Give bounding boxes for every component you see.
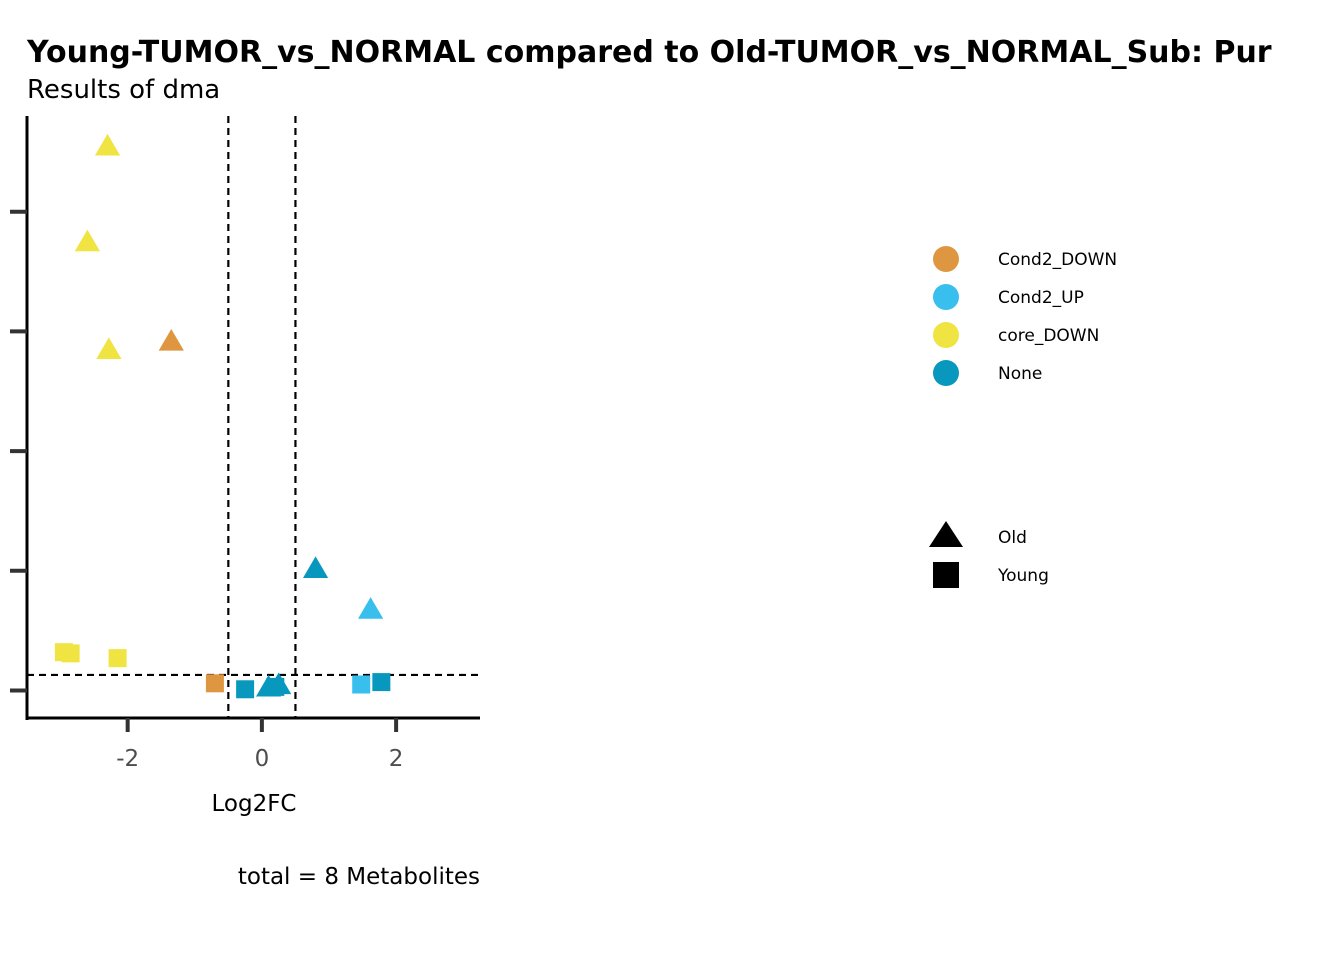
chart-title: Young-TUMOR_vs_NORMAL compared to Old-TU… <box>26 35 1272 70</box>
legend-key-none <box>933 360 959 386</box>
point-young-none <box>372 673 391 692</box>
legend-label: None <box>998 364 1042 384</box>
point-old-cond2_down <box>158 329 184 351</box>
point-old-core_down <box>94 133 121 156</box>
x-tick-label: -2 <box>116 746 139 772</box>
legend-label: Cond2_DOWN <box>998 250 1117 270</box>
plot-panel: -2 0 2 <box>10 116 480 772</box>
legend: Cond2_DOWN Cond2_UP core_DOWN None Old Young <box>929 246 1117 588</box>
legend-key-cond2_up <box>933 284 959 310</box>
legend-label: core_DOWN <box>998 326 1099 346</box>
legend-key-old <box>929 521 963 547</box>
point-old-cond2_up <box>358 597 384 619</box>
point-old-none <box>302 556 329 578</box>
legend-label: Old <box>998 528 1027 548</box>
point-young-cond2_up <box>352 675 371 694</box>
legend-label: Young <box>997 566 1049 586</box>
x-axis-label: Log2FC <box>211 791 296 817</box>
legend-key-cond2_down <box>933 246 959 272</box>
point-young-none <box>236 680 255 699</box>
point-old-core_down <box>96 337 122 359</box>
point-young-none <box>266 677 285 696</box>
legend-label: Cond2_UP <box>998 288 1084 308</box>
point-old-core_down <box>74 229 100 252</box>
chart-subtitle: Results of dma <box>27 75 220 105</box>
legend-key-core_down <box>933 322 959 348</box>
x-tick-label: 0 <box>255 746 270 772</box>
x-tick-label: 2 <box>389 746 404 772</box>
caption: total = 8 Metabolites <box>238 864 480 890</box>
legend-key-young <box>933 562 959 588</box>
point-young-core_down <box>61 644 80 663</box>
point-young-cond2_down <box>205 674 224 693</box>
point-young-core_down <box>108 649 127 668</box>
